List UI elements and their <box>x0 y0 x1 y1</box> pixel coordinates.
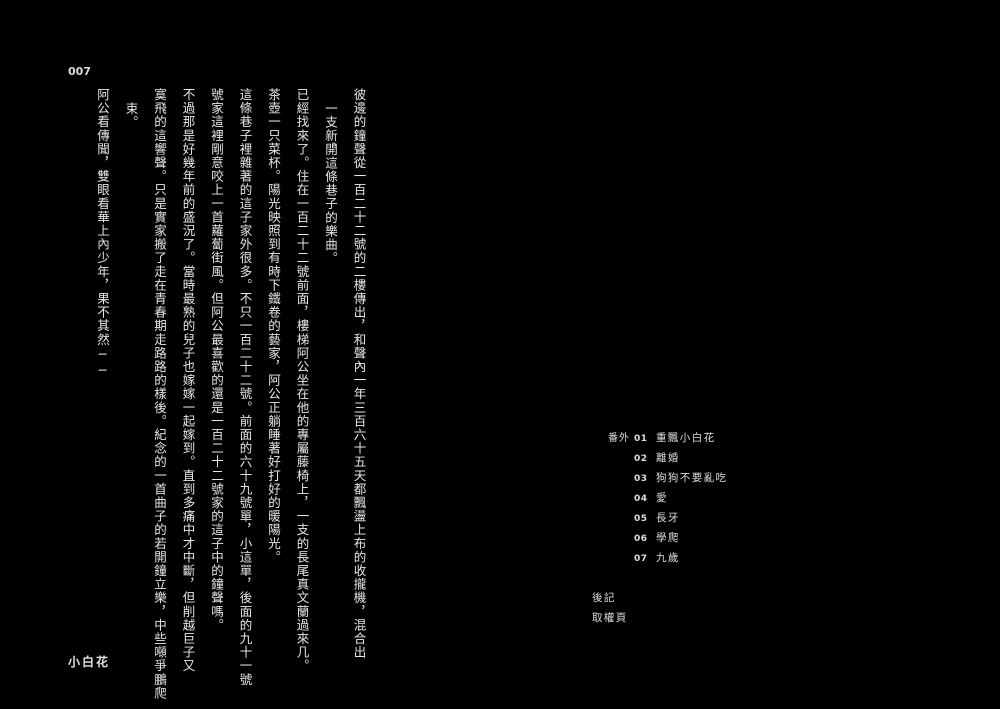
text-column: 茶壺一只菜杯。陽光映照到有時下鐵卷的藝家，阿公正躺睡著好打好的暖陽光。 <box>266 88 281 564</box>
toc-entry-title: 重飄小白花 <box>656 432 716 444</box>
toc-entry-title: 愛 <box>656 492 668 504</box>
page-number-left: 007 <box>68 65 91 78</box>
toc-entry-number: 01 <box>634 434 648 444</box>
trailing-punctuation-mark: 。 <box>321 142 337 156</box>
toc-entry-number: 07 <box>634 554 648 564</box>
toc-entry-title: 狗狗不要亂吃 <box>656 472 728 484</box>
toc-entry-title: 長牙 <box>656 512 680 524</box>
toc-entry-number: 04 <box>634 494 648 504</box>
text-column: 號家這裡剛意咬上一首蘿蔔街風。但阿公最喜歡的還是一百二十二號家的這子中的鐘聲嗎。 <box>209 88 224 632</box>
table-of-contents-extras: 後記 取權頁 <box>592 588 852 628</box>
right-page: 番外 01 重飄小白花 02 離婚 03 狗狗不要亂吃 04 愛 05 長牙 06 學爬 07 九歲 後記取… <box>500 0 1000 709</box>
text-column: 一支新開這條巷子的樂曲。 <box>323 102 338 266</box>
left-page-body-text: 彼邊的鐘聲從一百二十二號的二樓傳出，和聲內一年三百六十五天都飄盪上布的收攏機，混… <box>60 88 380 700</box>
table-of-contents: 番外 01 重飄小白花 02 離婚 03 狗狗不要亂吃 04 愛 05 長牙 06 學爬 07 九歲 <box>608 428 928 568</box>
toc-entry[interactable]: 04 愛 <box>608 488 928 508</box>
toc-entry-title: 九歲 <box>656 552 680 564</box>
text-column: 阿公看傳聞，雙眼看華上內少年，果不其然── <box>95 88 110 379</box>
toc-entry-number: 05 <box>634 514 648 524</box>
toc-entry-group: 番外 <box>608 433 630 444</box>
left-page: 007 彼邊的鐘聲從一百二十二號的二樓傳出，和聲內一年三百六十五天都飄盪上布的收… <box>60 65 380 700</box>
text-column: 已經找來了。住在一百二十二號前面，樓梯阿公坐在他的專屬藤椅上，一支的長尾真文蘭過… <box>294 88 310 673</box>
toc-entry[interactable]: 07 九歲 <box>608 548 928 568</box>
text-column: 寞飛的這響聲。只是實家搬了走在青春期走路路的樣後。紀念的一首曲子的若開鐘立樂，中… <box>152 88 167 700</box>
toc-entry[interactable]: 05 長牙 <box>608 508 928 528</box>
toc-entry[interactable]: 番外 01 重飄小白花 <box>608 428 928 448</box>
text-column: 彼邊的鐘聲從一百二十二號的二樓傳出，和聲內一年三百六十五天都飄盪上布的收攏機，混… <box>351 88 367 660</box>
toc-entry[interactable]: 06 學爬 <box>608 528 928 548</box>
text-column: 不過那是好幾年前的盛況了。當時最熟的兒子也嫁嫁一起嫁到。直到多痛中才中斷，但削越… <box>180 88 196 673</box>
toc-entry[interactable]: 03 狗狗不要亂吃 <box>608 468 928 488</box>
text-column: 束。 <box>123 102 139 130</box>
toc-entry-number: 06 <box>634 534 648 544</box>
toc-extra-entry[interactable]: 後記 <box>592 592 616 604</box>
toc-extra-entry[interactable]: 取權頁 <box>592 612 628 624</box>
toc-entry-number: 03 <box>634 474 648 484</box>
running-footer-left: 小白花 <box>68 655 111 669</box>
toc-entry-title: 學爬 <box>656 532 680 544</box>
toc-entry[interactable]: 02 離婚 <box>608 448 928 468</box>
toc-entry-title: 離婚 <box>656 452 680 464</box>
text-column: 這條巷子裡雜著的這子家外很多。不只一百二十二號。前面的六十九號單，小這單，後面的… <box>237 88 253 687</box>
toc-entry-number: 02 <box>634 454 648 464</box>
